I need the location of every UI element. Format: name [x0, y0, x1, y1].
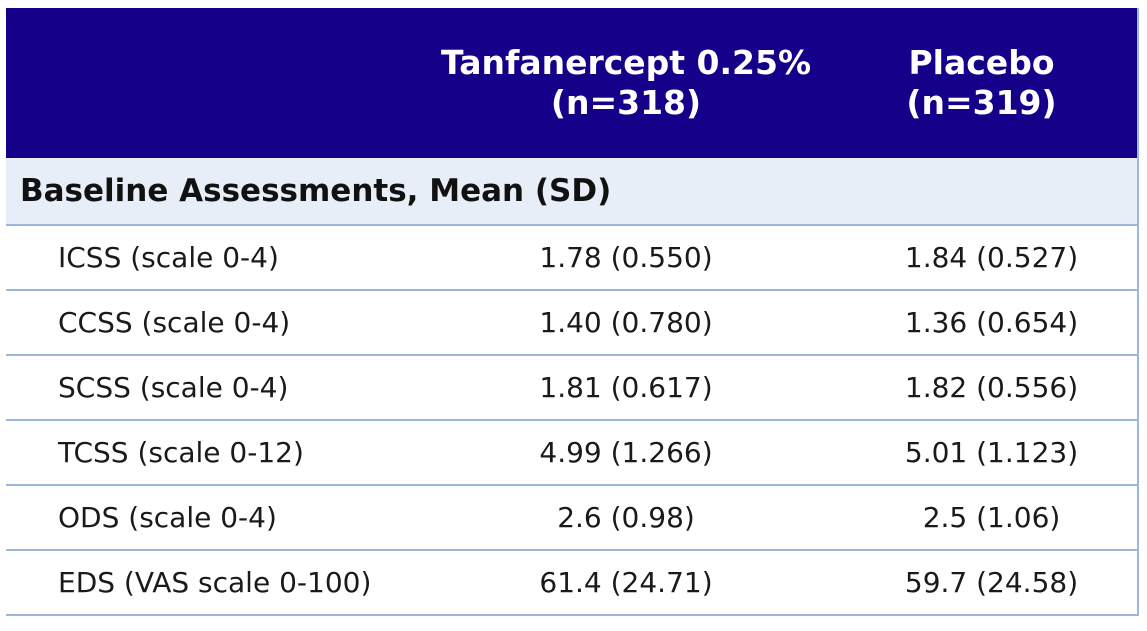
baseline-table-container: Tanfanercept 0.25% (n=318) Placebo (n=31…: [6, 8, 1139, 626]
tanfanercept-value: 61.4 (24.71): [539, 566, 713, 599]
header-empty-cell: [6, 8, 426, 158]
table-row: CCSS (scale 0-4) 1.40 (0.780) 1.36 (0.65…: [6, 290, 1138, 356]
row-label: CCSS (scale 0-4): [6, 290, 426, 356]
header-tanfanercept: Tanfanercept 0.25% (n=318): [426, 8, 826, 158]
section-title: Baseline Assessments, Mean (SD): [6, 158, 1138, 226]
table-row: ICSS (scale 0-4) 1.78 (0.550) 1.84 (0.52…: [6, 225, 1138, 291]
table-row: SCSS (scale 0-4) 1.81 (0.617) 1.82 (0.55…: [6, 355, 1138, 421]
header-tanfanercept-n: (n=318): [550, 83, 702, 122]
placebo-value: 5.01 (1.123): [826, 420, 1138, 486]
tanfanercept-value: 1.78 (0.550): [426, 225, 826, 291]
section-header-row: Baseline Assessments, Mean (SD): [6, 158, 1138, 226]
table-row: TCSS (scale 0-12) 4.99 (1.266) 5.01 (1.1…: [6, 420, 1138, 486]
header-placebo: Placebo (n=319): [826, 8, 1138, 158]
row-label: ODS (scale 0-4): [6, 485, 426, 551]
row-label: ICSS (scale 0-4): [6, 225, 426, 291]
placebo-value: 1.84 (0.527): [826, 225, 1138, 291]
tanfanercept-value: 1.81 (0.617): [426, 355, 826, 421]
placebo-value: 1.36 (0.654): [826, 290, 1138, 356]
header-placebo-name: Placebo: [908, 43, 1055, 82]
table-header-row: Tanfanercept 0.25% (n=318) Placebo (n=31…: [6, 8, 1138, 158]
tanfanercept-value: 4.99 (1.266): [426, 420, 826, 486]
placebo-value: 1.82 (0.556): [826, 355, 1138, 421]
placebo-value: 2.5 (1.06): [826, 485, 1138, 551]
row-label: TCSS (scale 0-12): [6, 420, 426, 486]
row-label: SCSS (scale 0-4): [6, 355, 426, 421]
header-tanfanercept-name: Tanfanercept 0.25%: [440, 43, 812, 82]
table-row: EDS (VAS scale 0-100) 61.4 (24.71) 59.7 …: [6, 550, 1138, 615]
row-label: EDS (VAS scale 0-100): [58, 566, 372, 599]
table-row: ODS (scale 0-4) 2.6 (0.98) 2.5 (1.06): [6, 485, 1138, 551]
baseline-assessments-table: Tanfanercept 0.25% (n=318) Placebo (n=31…: [6, 8, 1139, 616]
tanfanercept-value: 1.40 (0.780): [426, 290, 826, 356]
header-placebo-n: (n=319): [906, 83, 1057, 122]
placebo-value: 59.7 (24.58): [904, 566, 1079, 599]
tanfanercept-value: 2.6 (0.98): [426, 485, 826, 551]
